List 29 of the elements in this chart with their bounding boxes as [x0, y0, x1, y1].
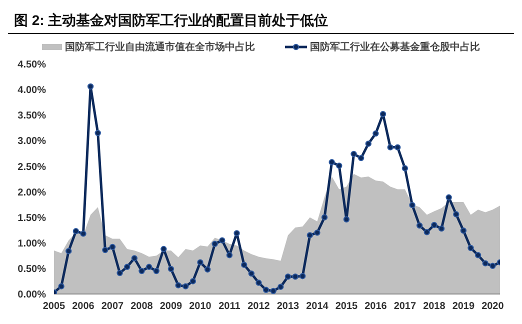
x-tick-label: 2008 — [130, 301, 154, 312]
x-tick-label: 2005 — [42, 301, 66, 312]
x-tick-label: 2011 — [218, 301, 241, 312]
x-tick-label: 2006 — [72, 301, 95, 312]
x-tick-label: 2012 — [248, 301, 270, 312]
x-tick-label: 2014 — [306, 301, 329, 312]
x-tick-label: 2013 — [276, 301, 300, 312]
y-tick-label: 3.00% — [18, 136, 46, 148]
y-tick-label: 2.00% — [18, 187, 46, 198]
legend-label: 国防军工行业自由流通市值在全市场中占比 — [65, 40, 255, 54]
chart-title: 图 2: 主动基金对国防军工行业的配置目前处于低位 — [8, 8, 514, 34]
y-tick-label: 1.50% — [18, 212, 46, 224]
y-tick-label: 0.50% — [18, 264, 46, 275]
x-tick-label: 2019 — [452, 301, 475, 312]
x-tick-label: 2018 — [423, 301, 446, 312]
y-tick-label: 3.50% — [18, 110, 46, 122]
x-tick-label: 2009 — [160, 301, 183, 312]
x-tick-label: 2007 — [101, 301, 124, 312]
x-tick-label: 2016 — [364, 301, 388, 312]
x-tick-label: 2017 — [394, 301, 417, 312]
y-tick-label: 4.00% — [18, 85, 46, 96]
y-tick-label: 2.50% — [18, 162, 46, 173]
y-tick-label: 4.50% — [18, 60, 46, 71]
x-tick-label: 2010 — [189, 301, 212, 312]
x-tick-label: 2015 — [335, 301, 358, 312]
x-tick-label: 2020 — [482, 301, 504, 312]
y-tick-label: 1.00% — [18, 238, 46, 250]
legend-label: 国防军工行业在公募基金重仓股中占比 — [310, 40, 480, 54]
y-tick-label: 0.00% — [18, 290, 46, 301]
